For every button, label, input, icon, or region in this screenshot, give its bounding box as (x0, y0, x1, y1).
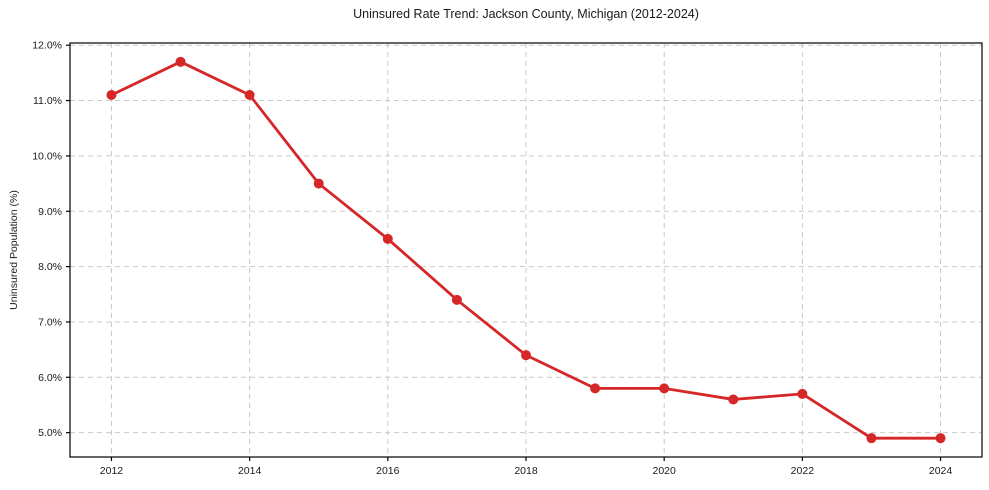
data-point-marker (175, 56, 186, 67)
data-point-marker (244, 90, 255, 101)
y-tick-label: 6.0% (38, 372, 62, 384)
y-tick-label: 11.0% (33, 95, 62, 107)
x-tick-label: 2020 (653, 465, 677, 477)
x-tick-label: 2014 (238, 465, 262, 477)
data-point-marker (106, 90, 117, 101)
y-tick-label: 10.0% (32, 150, 62, 162)
data-point-marker (935, 433, 946, 444)
data-point-marker (521, 350, 531, 361)
x-tick-label: 2024 (929, 465, 953, 477)
data-point-marker (313, 178, 324, 189)
y-tick-label: 8.0% (38, 261, 62, 273)
x-tick-label: 2016 (376, 465, 400, 477)
y-axis-label: Uninsured Population (%) (8, 190, 20, 310)
y-tick-label: 12.0% (32, 40, 62, 52)
chart-title: Uninsured Rate Trend: Jackson County, Mi… (353, 7, 699, 21)
y-tick-label: 9.0% (38, 206, 62, 218)
data-point-marker (728, 394, 739, 405)
y-tick-label: 5.0% (38, 427, 62, 439)
x-tick-label: 2012 (100, 465, 124, 477)
data-point-marker (382, 233, 393, 244)
data-point-marker (797, 388, 808, 399)
y-tick-label: 7.0% (38, 316, 62, 328)
data-point-marker (590, 383, 601, 394)
data-point-marker (451, 294, 462, 305)
x-tick-label: 2018 (514, 465, 538, 477)
data-point-marker (866, 433, 877, 444)
data-point-marker (659, 383, 670, 394)
x-tick-label: 2022 (791, 465, 815, 477)
